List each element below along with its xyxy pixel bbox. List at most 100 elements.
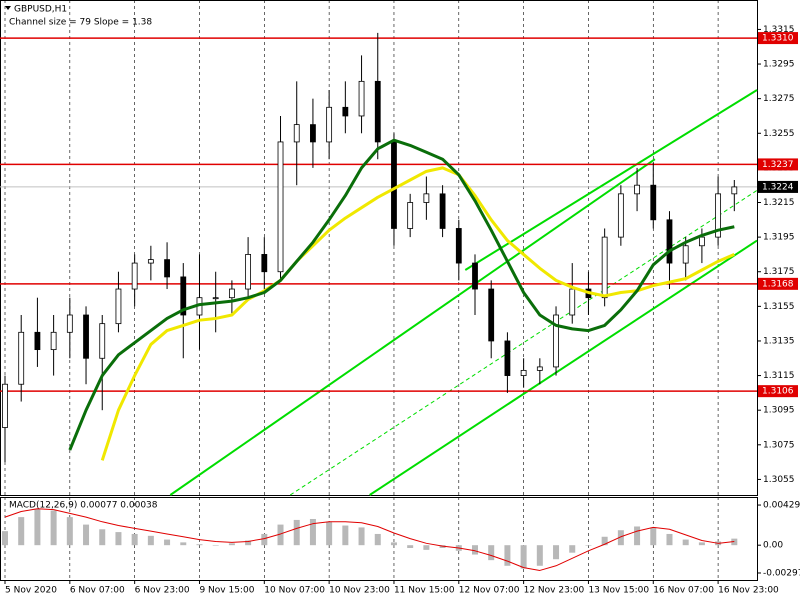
macd-bar xyxy=(228,543,235,546)
candle-body xyxy=(682,245,689,264)
candle-body xyxy=(472,262,478,290)
symbol: GBPUSD,H1 xyxy=(14,5,67,15)
y-tick-label: -0.00297 xyxy=(763,568,800,578)
candle-body xyxy=(407,202,414,229)
macd-bar xyxy=(293,519,300,546)
channel-line xyxy=(169,158,656,496)
macd-bar xyxy=(423,545,430,550)
candle-body xyxy=(423,193,430,203)
signal-line xyxy=(4,508,735,571)
y-tick-label: 0.00 xyxy=(763,541,783,551)
candle-body xyxy=(326,106,333,143)
candle-body xyxy=(504,340,511,376)
macd-bar xyxy=(390,542,397,546)
candle-body xyxy=(180,276,187,316)
x-tick-label: 6 Nov 07:00 xyxy=(70,586,125,596)
macd-bar xyxy=(212,545,219,546)
x-tick-label: 9 Nov 15:00 xyxy=(199,586,254,596)
candle-body xyxy=(34,331,41,351)
candle-body xyxy=(650,184,657,221)
macd-bar xyxy=(585,545,592,546)
level-label: 1.3310 xyxy=(762,34,794,44)
label-layer: GBPUSD,H1 Channel size = 79 Slope = 1.38… xyxy=(5,5,800,596)
candle-body xyxy=(455,228,462,264)
y-tick-label: 1.3095 xyxy=(763,406,795,416)
macd-bar xyxy=(326,521,333,546)
macd-bar xyxy=(277,524,284,546)
candle-body xyxy=(115,288,122,325)
candle-body xyxy=(18,331,25,385)
dropdown-icon xyxy=(5,6,11,10)
channel-info: Channel size = 79 Slope = 1.38 xyxy=(9,18,152,28)
macd-bar xyxy=(569,545,576,553)
candle-body xyxy=(228,288,235,299)
x-tick-label: 16 Nov 23:00 xyxy=(718,586,779,596)
macd-bar xyxy=(488,545,495,561)
candle-body xyxy=(277,141,284,273)
y-tick-label: 1.3195 xyxy=(763,233,795,243)
y-tick-label: 1.3295 xyxy=(763,60,795,70)
candle-body xyxy=(131,262,138,290)
channel-line xyxy=(289,189,758,496)
candle-body xyxy=(66,314,73,333)
x-tick-label: 10 Nov 23:00 xyxy=(329,586,390,596)
macd-bar xyxy=(34,508,41,546)
y-tick-label: 0.00429 xyxy=(763,501,800,511)
level-tag xyxy=(758,385,798,398)
macd-bar xyxy=(601,536,608,546)
y-tick-label: 1.3315 xyxy=(763,25,795,35)
macd-bar xyxy=(50,510,57,546)
candle-body xyxy=(439,193,446,229)
candle-body xyxy=(634,184,640,195)
macd-title: MACD(12,26,9) 0.00077 0.00038 xyxy=(9,501,158,511)
y-tick-label: 1.3075 xyxy=(763,440,795,450)
macd-bar xyxy=(650,527,657,546)
y-tick-label: 1.3155 xyxy=(763,302,795,312)
level-label: 1.3106 xyxy=(762,387,794,397)
last-price-label: 1.3224 xyxy=(762,182,794,192)
macd-bar xyxy=(131,533,138,546)
candle-body xyxy=(342,106,349,117)
plot-layer xyxy=(0,32,758,571)
y-tick-label: 1.3175 xyxy=(763,267,795,277)
candle-body xyxy=(83,314,89,359)
macd-bar xyxy=(180,542,187,546)
macd-bar xyxy=(407,545,414,548)
x-tick-label: 5 Nov 2020 xyxy=(5,586,57,596)
candle-body xyxy=(715,193,722,238)
candle-body xyxy=(358,80,365,117)
candle-body xyxy=(245,254,252,290)
x-tick-label: 11 Nov 15:00 xyxy=(394,586,455,596)
candle-body xyxy=(731,186,738,195)
candle-body xyxy=(617,193,624,238)
channel-line xyxy=(369,239,758,496)
level-label: 1.3168 xyxy=(762,279,794,289)
y-tick-label: 1.3055 xyxy=(763,475,795,485)
y-tick-label: 1.3135 xyxy=(763,336,795,346)
candle-body xyxy=(520,369,527,376)
macd-bar xyxy=(617,530,624,546)
x-tick-label: 12 Nov 23:00 xyxy=(524,586,585,596)
macd-bar xyxy=(358,527,365,546)
level-label: 1.3237 xyxy=(762,160,794,170)
macd-bar xyxy=(634,526,641,546)
x-tick-label: 12 Nov 07:00 xyxy=(459,586,520,596)
macd-bar xyxy=(261,533,268,546)
macd-bar xyxy=(682,539,689,546)
candle-body xyxy=(310,124,316,143)
candle-body xyxy=(536,366,543,371)
candle-body xyxy=(50,331,57,351)
macd-bar xyxy=(504,545,511,566)
candle-body xyxy=(698,236,705,247)
moving-average xyxy=(100,166,735,461)
macd-bar xyxy=(342,525,349,546)
candle-body xyxy=(261,254,268,273)
y-tick-label: 1.3215 xyxy=(763,198,795,208)
macd-bar xyxy=(698,542,705,546)
moving-average xyxy=(68,138,735,451)
candle-body xyxy=(212,297,219,300)
candle-body xyxy=(164,259,170,278)
y-tick-label: 1.3275 xyxy=(763,94,795,104)
channel-line xyxy=(464,89,758,271)
